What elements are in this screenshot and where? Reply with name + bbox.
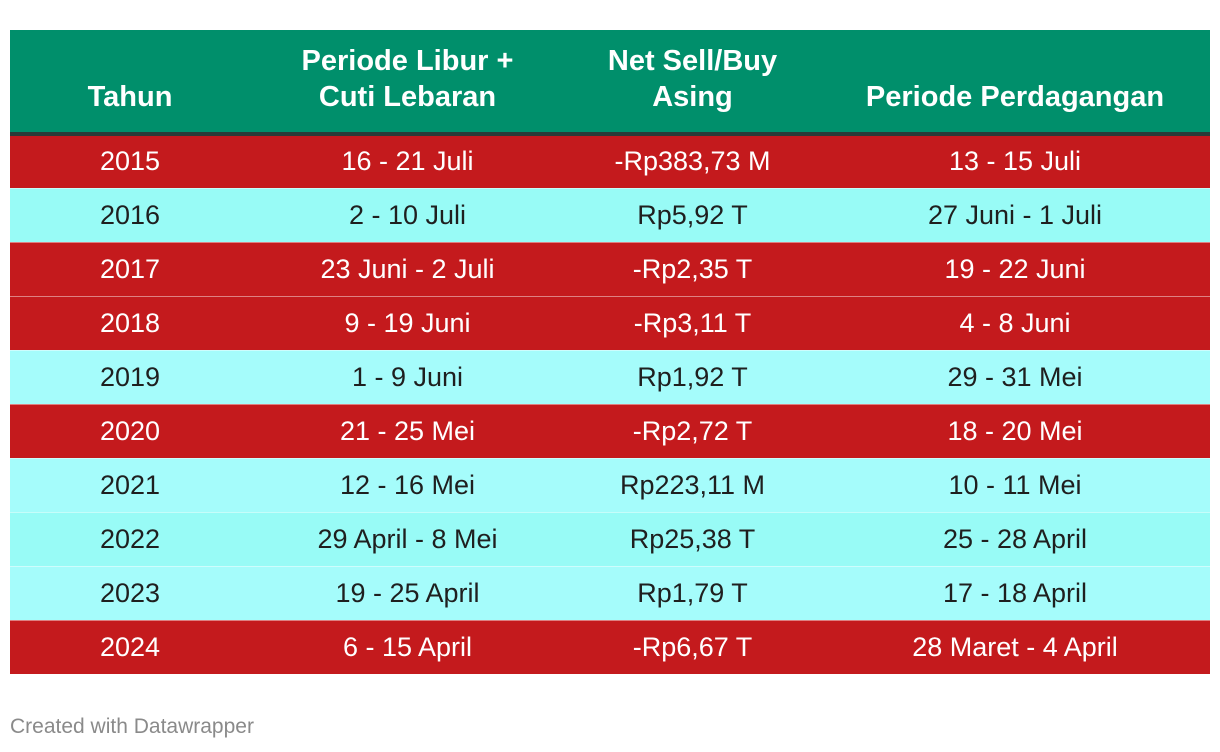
cell-net-sell-buy: Rp5,92 T [637, 199, 748, 230]
header-tahun-label: Tahun [87, 81, 173, 113]
table-row: 2023 19 - 25 April Rp1,79 T 17 - 18 April [10, 566, 1210, 620]
header-libur-line2: Cuti Lebaran [318, 81, 497, 113]
table-row: 2022 29 April - 8 Mei Rp25,38 T 25 - 28 Apr… [10, 512, 1210, 566]
data-table: Tahun Periode Libur + Cuti Lebaran Net Se… [10, 30, 1210, 675]
cell-periode-perdagangan: 29 - 31 Mei [947, 361, 1083, 392]
header-perdagangan-label: Periode Perdagangan [865, 81, 1165, 113]
cell-periode-perdagangan: 18 - 20 Mei [947, 415, 1083, 446]
cell-net-sell-buy: Rp1,79 T [637, 577, 748, 608]
cell-net-sell-buy: -Rp2,72 T [632, 415, 753, 446]
cell-periode-libur: 6 - 15 April [342, 631, 473, 662]
table-row: 2016 2 - 10 Juli Rp5,92 T 27 Juni - 1 Juli [10, 188, 1210, 242]
cell-periode-libur: 12 - 16 Mei [339, 469, 476, 500]
cell-periode-perdagangan: 27 Juni - 1 Juli [927, 199, 1103, 230]
cell-tahun: 2017 [99, 253, 161, 284]
header-row: Tahun Periode Libur + Cuti Lebaran Net Se… [10, 30, 1210, 134]
cell-periode-libur: 19 - 25 April [335, 577, 480, 608]
cell-tahun: 2022 [99, 523, 161, 554]
cell-net-sell-buy: -Rp2,35 T [632, 253, 753, 284]
cell-periode-perdagangan: 17 - 18 April [942, 577, 1088, 608]
column-header-tahun: Tahun [10, 30, 250, 134]
cell-periode-perdagangan: 13 - 15 Juli [948, 146, 1082, 177]
cell-net-sell-buy: -Rp383,73 M [614, 146, 771, 177]
cell-periode-perdagangan: 4 - 8 Juni [959, 307, 1071, 338]
table-body: 2015 16 - 21 Juli -Rp383,73 M 13 - 15 Juli 2… [10, 134, 1210, 674]
cell-tahun: 2018 [99, 307, 161, 338]
cell-tahun: 2023 [99, 577, 161, 608]
table-row: 2020 21 - 25 Mei -Rp2,72 T 18 - 20 Mei [10, 404, 1210, 458]
data-table-container: Tahun Periode Libur + Cuti Lebaran Net Se… [10, 30, 1210, 675]
cell-periode-libur: 1 - 9 Juni [351, 361, 464, 392]
table-header: Tahun Periode Libur + Cuti Lebaran Net Se… [10, 30, 1210, 134]
cell-periode-libur: 21 - 25 Mei [339, 415, 476, 446]
cell-tahun: 2024 [99, 631, 161, 662]
cell-periode-libur: 9 - 19 Juni [344, 307, 471, 338]
cell-tahun: 2015 [99, 146, 161, 177]
column-header-net-sell-buy: Net Sell/Buy Asing [565, 30, 820, 134]
table-row: 2021 12 - 16 Mei Rp223,11 M 10 - 11 Mei [10, 458, 1210, 512]
table-row: 2018 9 - 19 Juni -Rp3,11 T 4 - 8 Juni [10, 296, 1210, 350]
table-row: 2017 23 Juni - 2 Juli -Rp2,35 T 19 - 22 Jun… [10, 242, 1210, 296]
cell-periode-libur: 2 - 10 Juli [348, 199, 467, 230]
cell-net-sell-buy: -Rp3,11 T [633, 307, 752, 338]
datawrapper-credit: Created with Datawrapper [10, 715, 254, 738]
cell-net-sell-buy: Rp223,11 M [619, 469, 766, 500]
cell-net-sell-buy: Rp25,38 T [629, 523, 756, 554]
cell-periode-libur: 23 Juni - 2 Juli [320, 253, 495, 284]
cell-periode-perdagangan: 25 - 28 April [942, 523, 1088, 554]
cell-periode-perdagangan: 28 Maret - 4 April [912, 631, 1118, 662]
column-header-periode-perdagangan: Periode Perdagangan [820, 30, 1210, 134]
cell-tahun: 2020 [99, 415, 161, 446]
cell-periode-perdagangan: 10 - 11 Mei [948, 469, 1082, 500]
cell-net-sell-buy: Rp1,92 T [637, 361, 748, 392]
cell-periode-libur: 29 April - 8 Mei [317, 523, 498, 554]
table-row: 2019 1 - 9 Juni Rp1,92 T 29 - 31 Mei [10, 350, 1210, 404]
cell-net-sell-buy: -Rp6,67 T [632, 631, 753, 662]
cell-tahun: 2016 [99, 199, 161, 230]
header-net-line2: Asing [652, 81, 733, 113]
table-row: 2024 6 - 15 April -Rp6,67 T 28 Maret - 4 Ap… [10, 620, 1210, 674]
cell-periode-perdagangan: 19 - 22 Juni [944, 253, 1086, 284]
column-header-periode-libur: Periode Libur + Cuti Lebaran [250, 30, 565, 134]
cell-tahun: 2021 [99, 469, 161, 500]
header-libur-line1: Periode Libur + [301, 45, 514, 77]
header-net-line1: Net Sell/Buy [607, 45, 778, 77]
cell-periode-libur: 16 - 21 Juli [341, 146, 474, 177]
cell-tahun: 2019 [99, 361, 161, 392]
table-row: 2015 16 - 21 Juli -Rp383,73 M 13 - 15 Juli [10, 134, 1210, 188]
